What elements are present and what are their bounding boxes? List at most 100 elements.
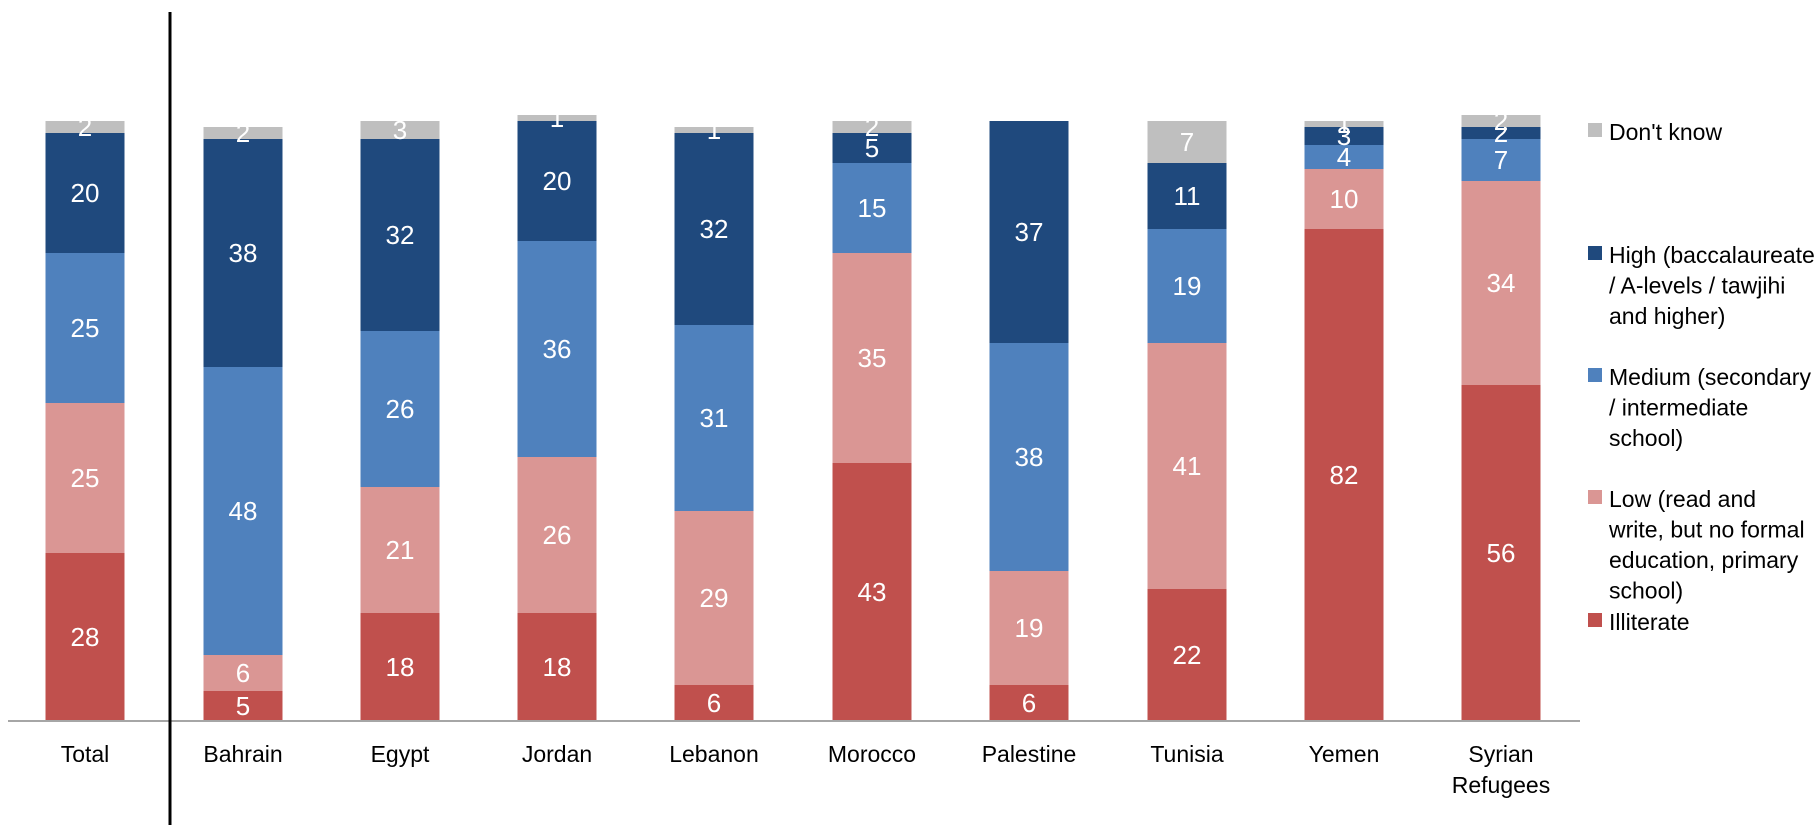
bar-palestine-low — [989, 571, 1069, 685]
data-label-yemen-illiterate: 82 — [1330, 460, 1359, 490]
category-label-palestine: Palestine — [982, 741, 1077, 767]
legend-swatch-don — [1588, 123, 1602, 137]
bar-tunisia-low — [1147, 343, 1227, 589]
bar-jordan-don — [517, 115, 597, 121]
bar-egypt-don — [360, 121, 440, 139]
legend-swatch-illiterate — [1588, 613, 1602, 627]
bar-yemen-medium — [1304, 145, 1384, 169]
data-label-tunisia-medium: 19 — [1173, 271, 1202, 301]
bar-yemen-high — [1304, 127, 1384, 145]
bar-total-medium — [45, 253, 125, 403]
legend-label-illiterate: Illiterate — [1609, 609, 1690, 635]
data-label-syrian-refugees-illiterate: 56 — [1487, 538, 1516, 568]
bar-total-don — [45, 121, 125, 133]
bar-palestine-illiterate — [989, 685, 1069, 721]
data-label-tunisia-high: 11 — [1174, 181, 1201, 211]
bar-yemen-don — [1304, 121, 1384, 127]
data-label-total-illiterate: 28 — [71, 622, 100, 652]
bar-egypt-medium — [360, 331, 440, 487]
data-label-tunisia-low: 41 — [1173, 451, 1202, 481]
bar-bahrain-illiterate — [203, 691, 283, 721]
data-label-egypt-high: 32 — [386, 220, 415, 250]
bar-bahrain-high — [203, 139, 283, 367]
bar-egypt-illiterate — [360, 613, 440, 721]
data-label-lebanon-low: 29 — [700, 583, 729, 613]
data-label-morocco-medium: 15 — [858, 193, 887, 223]
data-label-palestine-high: 37 — [1015, 217, 1044, 247]
data-label-lebanon-high: 32 — [700, 214, 729, 244]
bar-lebanon-don — [674, 127, 754, 133]
data-label-morocco-low: 35 — [858, 343, 887, 373]
bar-morocco-high — [832, 133, 912, 163]
data-label-bahrain-illiterate: 5 — [236, 691, 250, 721]
data-label-tunisia-illiterate: 22 — [1173, 640, 1202, 670]
data-label-jordan-medium: 36 — [543, 334, 572, 364]
bar-bahrain-low — [203, 655, 283, 691]
bar-lebanon-high — [674, 133, 754, 325]
data-label-jordan-illiterate: 18 — [543, 652, 572, 682]
bar-tunisia-high — [1147, 163, 1227, 229]
data-label-total-high: 20 — [71, 178, 100, 208]
category-label-tunisia: Tunisia — [1150, 741, 1223, 767]
data-label-lebanon-illiterate: 6 — [707, 688, 721, 718]
data-label-total-medium: 25 — [71, 313, 100, 343]
bar-lebanon-low — [674, 511, 754, 685]
legend-swatch-medium — [1588, 368, 1602, 382]
legend-label-high: High (baccalaureate / A-levels / tawjihi a… — [1609, 242, 1815, 329]
data-label-lebanon-medium: 31 — [700, 403, 729, 433]
bar-total-low — [45, 403, 125, 553]
category-label-yemen: Yemen — [1309, 741, 1380, 767]
bar-jordan-high — [517, 121, 597, 241]
bar-syrian-refugees-low — [1461, 181, 1541, 385]
bar-syrian-refugees-high — [1461, 127, 1541, 139]
category-label-syrian-refugees: Syrian Refugees — [1452, 741, 1550, 798]
data-label-total-low: 25 — [71, 463, 100, 493]
data-label-jordan-high: 20 — [543, 166, 572, 196]
data-label-jordan-don: 1 — [550, 103, 564, 133]
category-label-egypt: Egypt — [371, 741, 430, 767]
bar-lebanon-medium — [674, 325, 754, 511]
data-label-yemen-medium: 4 — [1337, 142, 1351, 172]
legend-label-medium: Medium (secondary / intermediate school) — [1609, 364, 1811, 451]
bar-jordan-low — [517, 457, 597, 613]
data-label-egypt-medium: 26 — [386, 394, 415, 424]
data-label-bahrain-high: 38 — [229, 238, 258, 268]
data-label-total-don: 2 — [78, 112, 92, 142]
category-label-lebanon: Lebanon — [669, 741, 759, 767]
bar-morocco-low — [832, 253, 912, 463]
bar-jordan-illiterate — [517, 613, 597, 721]
legend-swatch-low — [1588, 490, 1602, 504]
bar-total-illiterate — [45, 553, 125, 721]
bar-syrian-refugees-illiterate — [1461, 385, 1541, 721]
data-label-bahrain-don: 2 — [236, 118, 250, 148]
data-label-lebanon-don: 1 — [707, 115, 721, 145]
data-label-syrian-refugees-don: 2 — [1494, 106, 1508, 136]
data-label-egypt-low: 21 — [386, 535, 415, 565]
category-label-jordan: Jordan — [522, 741, 592, 767]
bar-tunisia-illiterate — [1147, 589, 1227, 721]
bar-yemen-illiterate — [1304, 229, 1384, 721]
data-label-yemen-low: 10 — [1330, 184, 1359, 214]
bar-morocco-illiterate — [832, 463, 912, 721]
data-label-palestine-low: 19 — [1015, 613, 1044, 643]
data-label-morocco-high: 5 — [865, 133, 879, 163]
bar-yemen-low — [1304, 169, 1384, 229]
bar-tunisia-don — [1147, 121, 1227, 163]
bar-palestine-medium — [989, 343, 1069, 571]
data-label-tunisia-don: 7 — [1180, 127, 1194, 157]
data-label-bahrain-medium: 48 — [229, 496, 258, 526]
bar-egypt-low — [360, 487, 440, 613]
legend-label-low: Low (read and write, but no formal educati… — [1608, 486, 1805, 604]
bar-total-high — [45, 133, 125, 253]
legend-swatch-high — [1588, 246, 1602, 260]
bar-jordan-medium — [517, 241, 597, 457]
bar-bahrain-don — [203, 127, 283, 139]
category-label-bahrain: Bahrain — [203, 741, 282, 767]
legend-label-don: Don't know — [1609, 119, 1722, 145]
bar-bahrain-medium — [203, 367, 283, 655]
data-label-bahrain-low: 6 — [236, 658, 250, 688]
bar-morocco-don — [832, 121, 912, 133]
category-label-morocco: Morocco — [828, 741, 916, 767]
bar-palestine-high — [989, 121, 1069, 343]
